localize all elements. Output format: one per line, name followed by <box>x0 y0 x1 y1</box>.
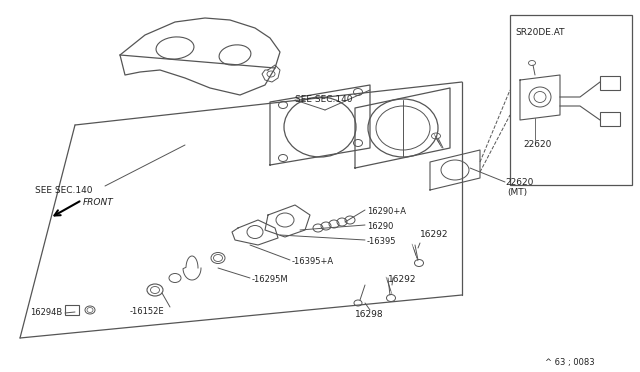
Bar <box>600 112 620 126</box>
Text: 16292: 16292 <box>420 230 449 239</box>
Text: 16294B: 16294B <box>30 308 62 317</box>
Text: -16395: -16395 <box>367 237 397 246</box>
Text: ^ 63 ; 0083: ^ 63 ; 0083 <box>545 358 595 367</box>
Text: SEE SEC.140: SEE SEC.140 <box>295 95 353 104</box>
Bar <box>65 305 79 315</box>
Text: 16290: 16290 <box>367 222 394 231</box>
Bar <box>510 15 632 185</box>
Text: 22620: 22620 <box>505 178 533 187</box>
Text: (MT): (MT) <box>507 188 527 197</box>
Text: 22620: 22620 <box>523 140 552 149</box>
Text: FRONT: FRONT <box>83 198 114 207</box>
Text: 16298: 16298 <box>355 310 383 319</box>
Text: -16395+A: -16395+A <box>292 257 334 266</box>
Text: SEE SEC.140: SEE SEC.140 <box>35 186 93 195</box>
Text: 16292: 16292 <box>388 275 417 284</box>
Text: -16152E: -16152E <box>130 307 164 316</box>
Bar <box>600 76 620 90</box>
Text: 16290+A: 16290+A <box>367 207 406 216</box>
Text: -16295M: -16295M <box>252 275 289 284</box>
Text: SR20DE.AT: SR20DE.AT <box>515 28 564 37</box>
